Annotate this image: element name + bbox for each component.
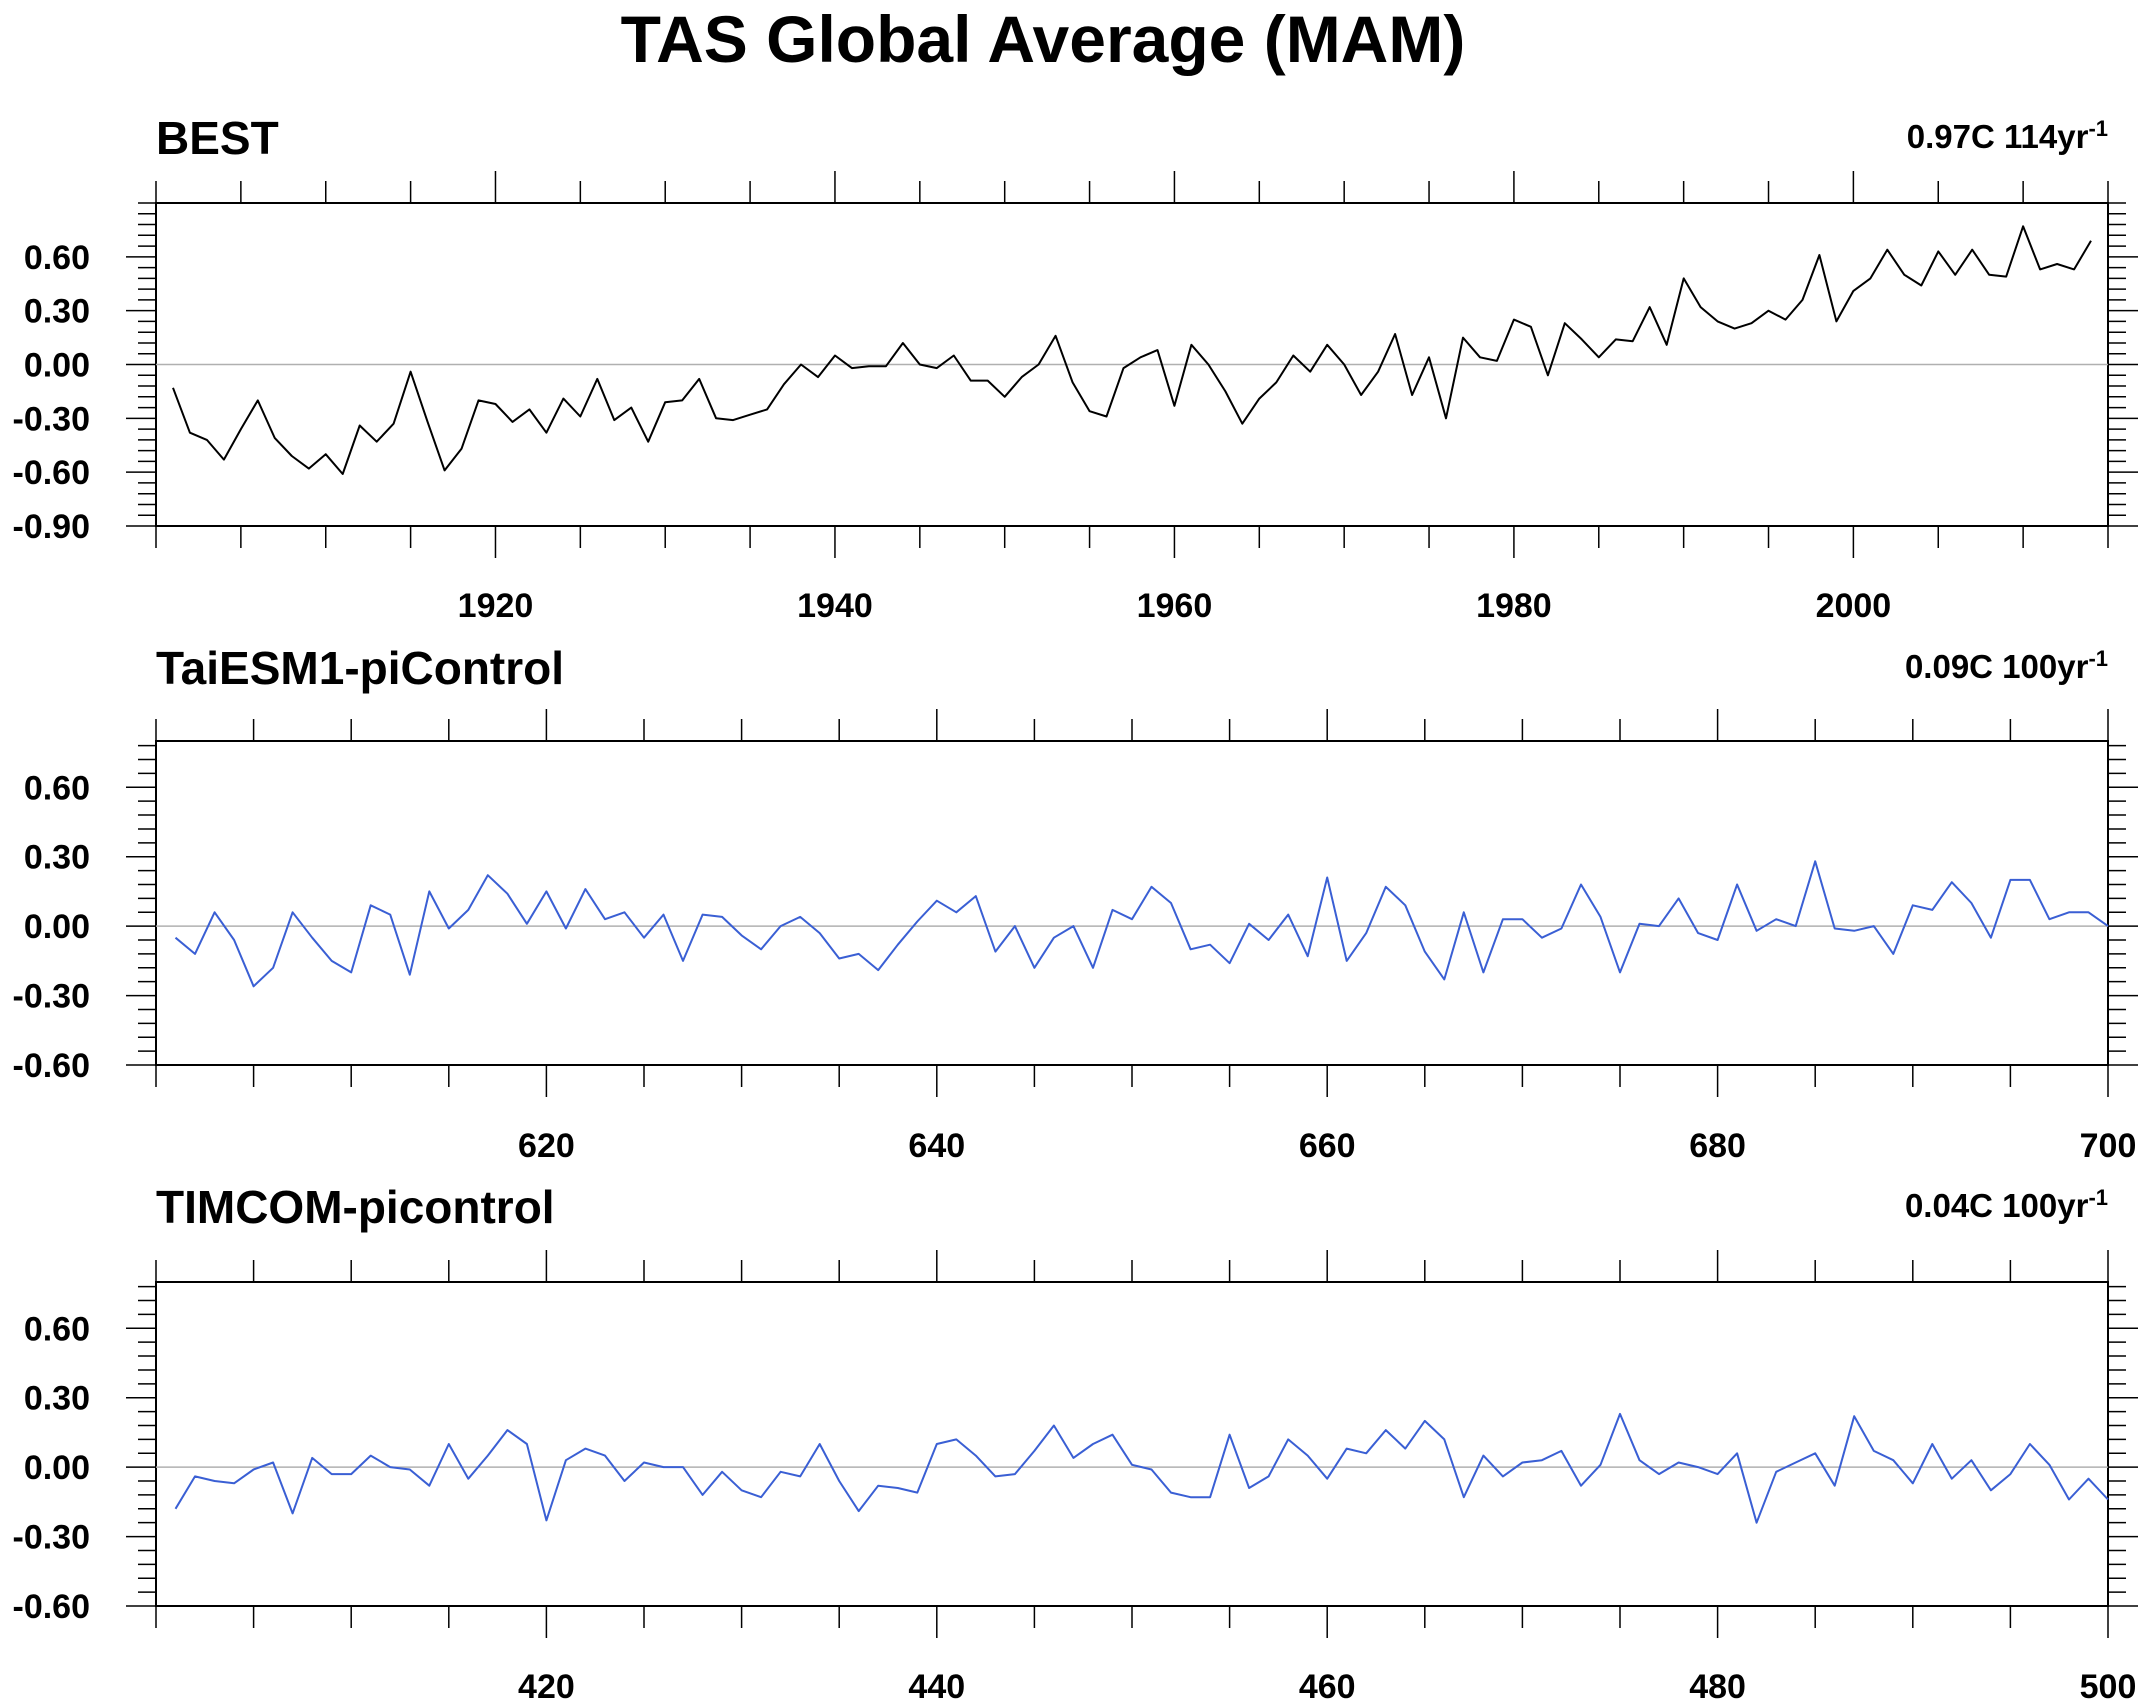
- y-tick-label: -0.30: [13, 978, 91, 1016]
- y-tick-label: 0.60: [24, 239, 90, 277]
- y-tick-label: -0.60: [13, 1047, 91, 1085]
- series-line: [172, 225, 2092, 475]
- y-tick-label: 0.00: [24, 347, 90, 385]
- y-tick-label: -0.60: [13, 1588, 91, 1626]
- x-tick-label: 420: [518, 1668, 575, 1705]
- panel-title: TIMCOM-picontrol: [156, 1181, 555, 1233]
- x-tick-label: 440: [908, 1668, 965, 1705]
- x-tick-label: 1960: [1137, 587, 1213, 625]
- x-tick-label: 1980: [1476, 587, 1552, 625]
- panel-timcom-picontrol: TIMCOM-picontrol 0.04C 100yr-1 420 440 460 48…: [13, 1181, 2138, 1705]
- y-tick-label: 0.00: [24, 908, 90, 946]
- y-tick-label: 0.60: [24, 1310, 90, 1348]
- y-tick-label: 0.30: [24, 1380, 90, 1418]
- y-tick-label: -0.60: [13, 454, 91, 492]
- x-tick-label: 640: [908, 1127, 965, 1165]
- panel-taiesm1-picontrol: TaiESM1-piControl 0.09C 100yr-1 620 640 660 6…: [13, 642, 2138, 1165]
- x-tick-label: 2000: [1816, 587, 1892, 625]
- y-tick-label: -0.90: [13, 508, 91, 546]
- x-tick-label: 1940: [797, 587, 873, 625]
- x-tick-label: 480: [1689, 1668, 1746, 1705]
- x-tick-label: 500: [2080, 1668, 2137, 1705]
- panel-best: BEST 0.97C 114yr-1 1920 1940 1960 1980 2000 -0.…: [13, 112, 2138, 625]
- panel-title: TaiESM1-piControl: [156, 642, 564, 694]
- y-tick-label: 0.30: [24, 293, 90, 331]
- y-tick-label: 0.60: [24, 769, 90, 807]
- series-line: [174, 860, 2109, 988]
- plot-frame: [155, 740, 2109, 1066]
- y-tick-label: 0.00: [24, 1449, 90, 1487]
- trend-label: 0.04C 100yr-1: [1905, 1185, 2108, 1225]
- y-tick-label: -0.30: [13, 400, 91, 438]
- x-tick-label: 680: [1689, 1127, 1746, 1165]
- trend-label: 0.09C 100yr-1: [1905, 646, 2108, 686]
- trend-label: 0.97C 114yr-1: [1907, 116, 2108, 156]
- y-tick-label: 0.30: [24, 839, 90, 877]
- figure-title: TAS Global Average (MAM): [621, 2, 1466, 76]
- x-tick-label: 1920: [458, 587, 534, 625]
- panel-title: BEST: [156, 112, 279, 164]
- x-tick-label: 660: [1299, 1127, 1356, 1165]
- series-line: [174, 1412, 2109, 1524]
- x-tick-label: 460: [1299, 1668, 1356, 1705]
- x-tick-label: 620: [518, 1127, 575, 1165]
- y-tick-label: -0.30: [13, 1519, 91, 1557]
- x-tick-label: 700: [2080, 1127, 2137, 1165]
